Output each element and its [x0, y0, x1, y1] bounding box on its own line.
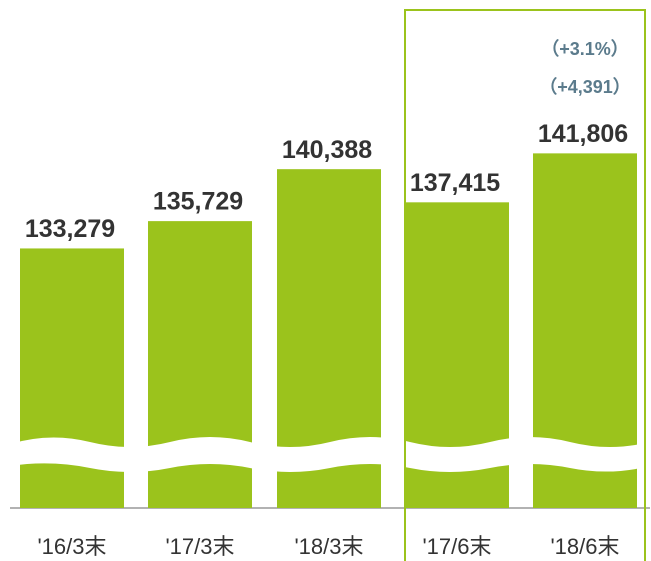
- value-label: 133,279: [25, 215, 115, 243]
- x-tick-label: '18/6末: [550, 534, 619, 559]
- annotation: （+4,391）: [539, 77, 631, 97]
- value-label: 141,806: [538, 120, 628, 148]
- highlight-frame: [404, 9, 646, 561]
- value-label: 135,729: [153, 188, 243, 216]
- value-label: 137,415: [410, 169, 500, 197]
- value-label: 140,388: [282, 136, 372, 164]
- x-tick-label: '16/3末: [37, 534, 106, 559]
- axis-break: [10, 437, 650, 472]
- x-tick-label: '17/3末: [165, 534, 234, 559]
- x-tick-label: '17/6末: [422, 534, 491, 559]
- x-tick-label: '18/3末: [294, 534, 363, 559]
- annotation: （+3.1%）: [541, 39, 629, 59]
